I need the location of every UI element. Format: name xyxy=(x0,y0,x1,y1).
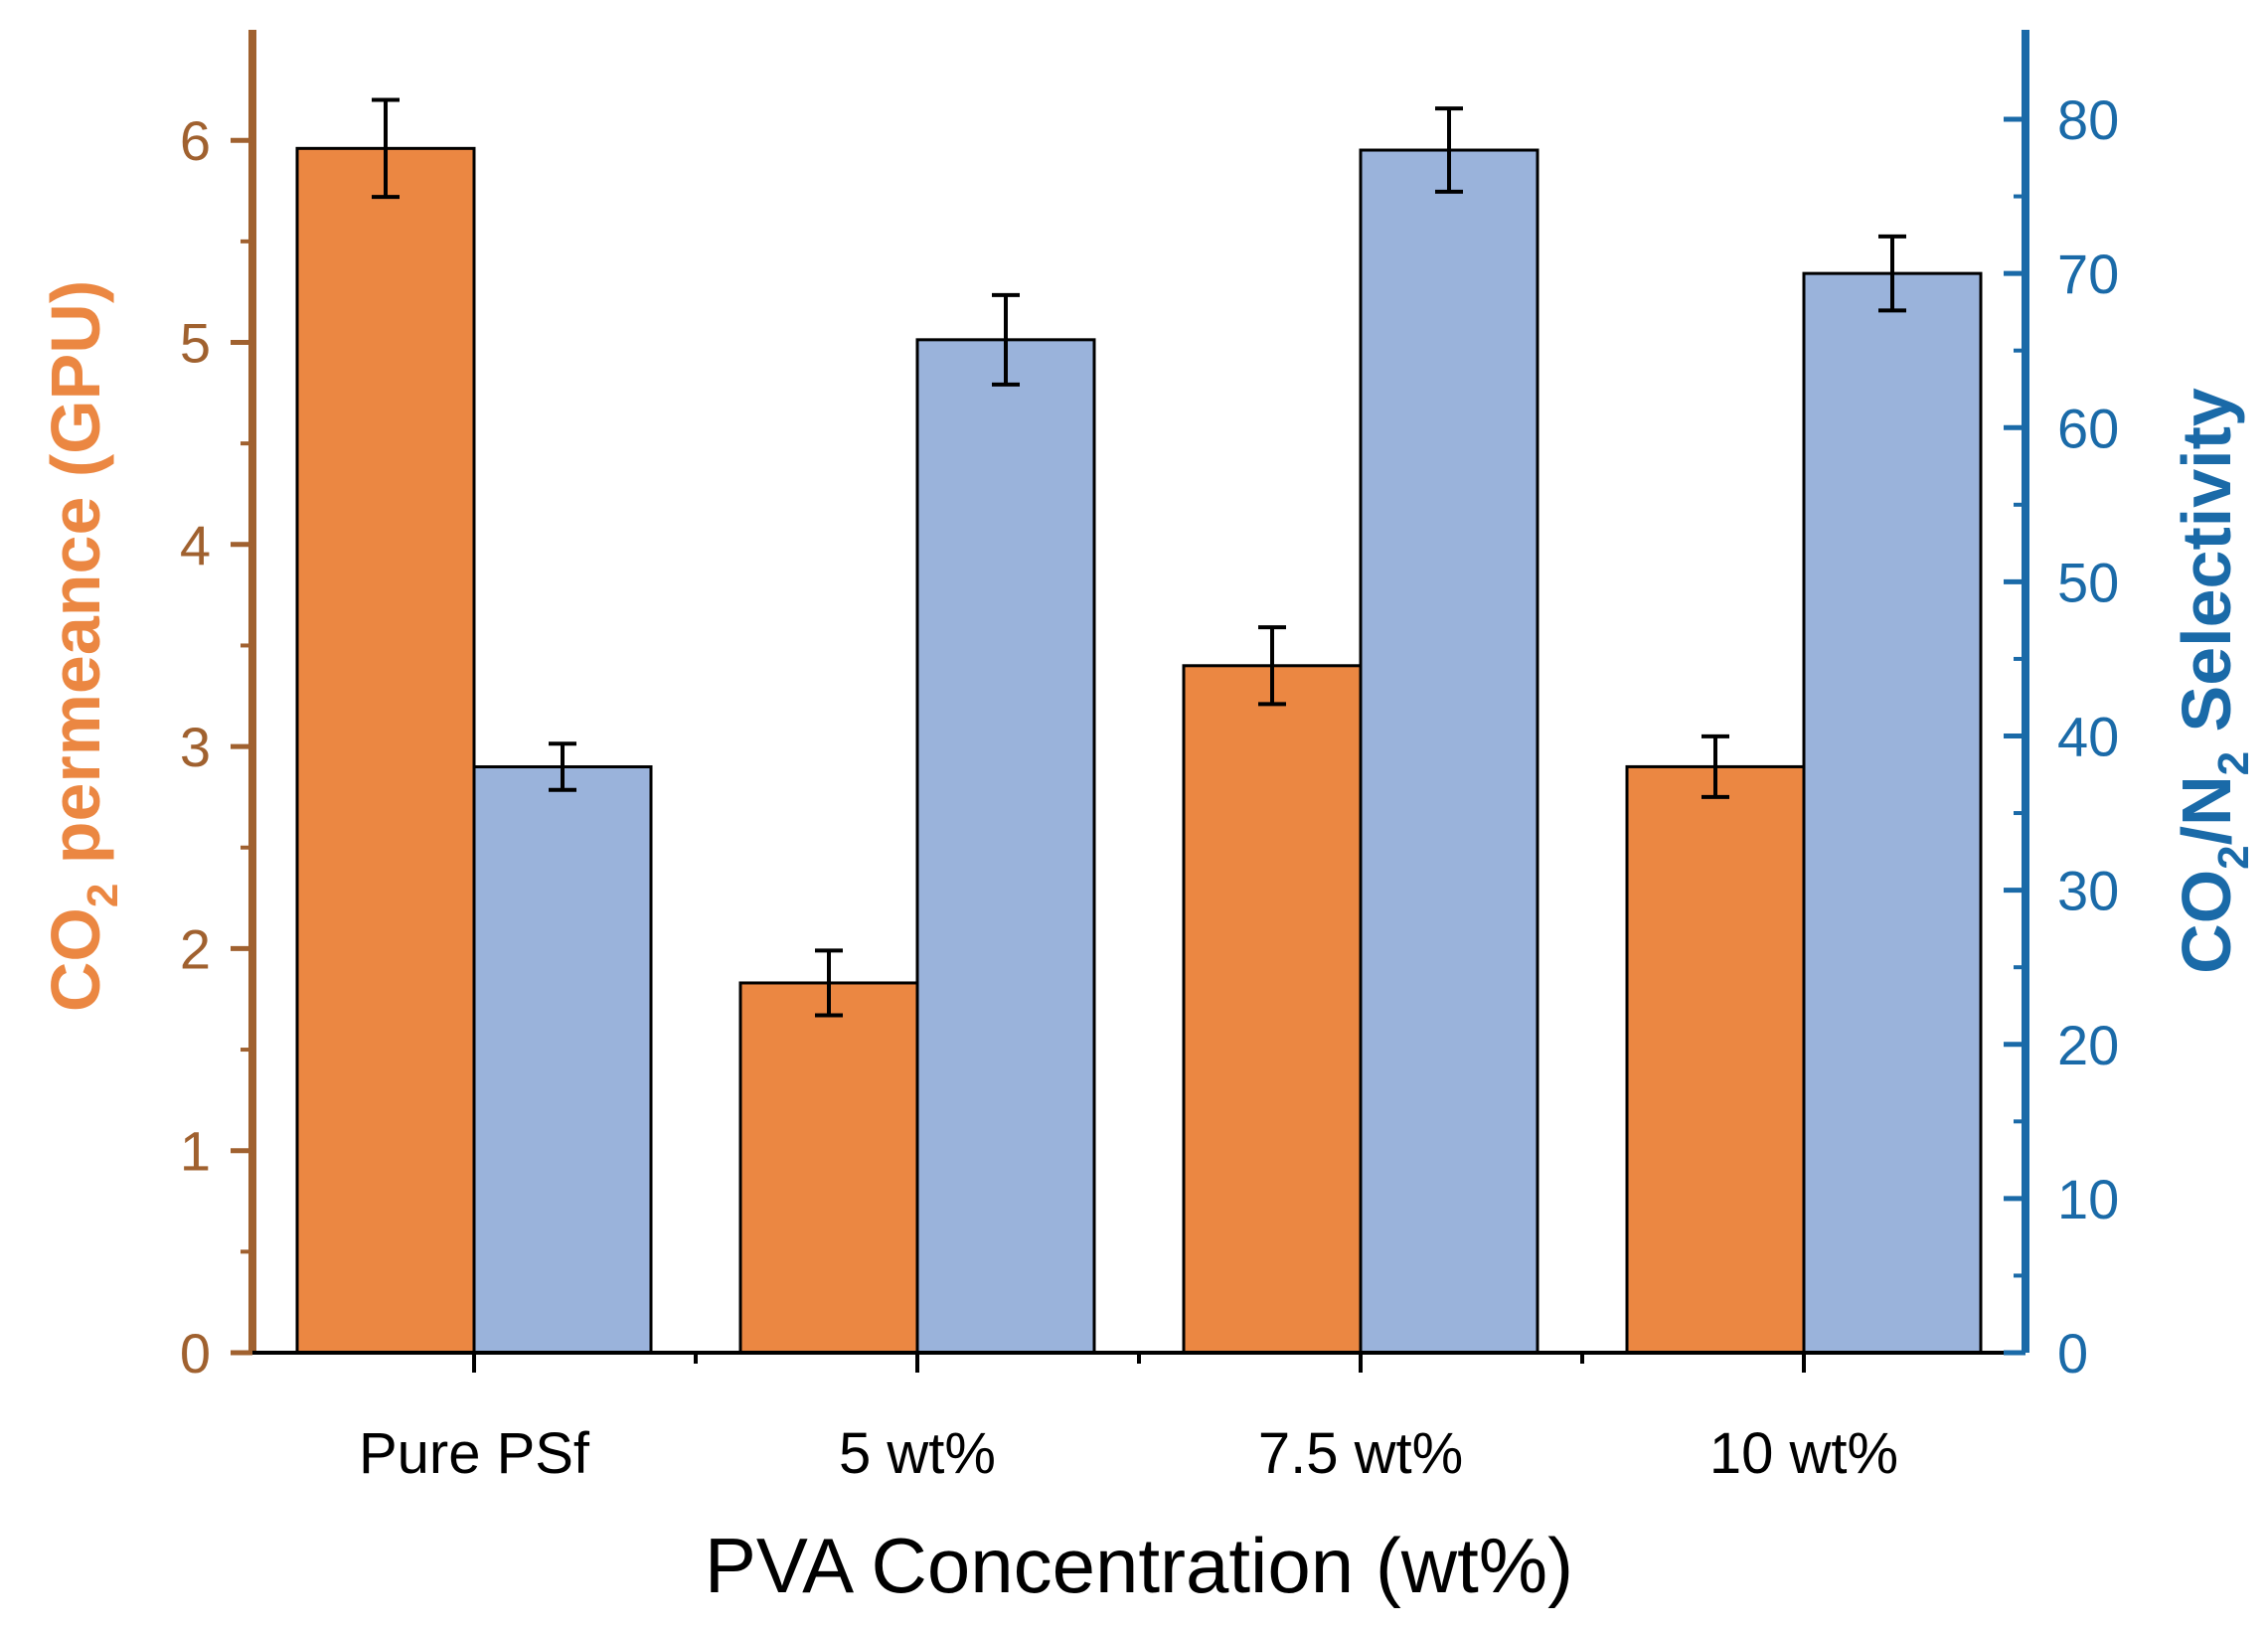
error-bar-selectivity-0 xyxy=(549,741,576,792)
right-axis-title-co: CO xyxy=(2168,870,2245,974)
right-tick-label: 40 xyxy=(2057,706,2119,768)
bar-selectivity-3 xyxy=(1802,271,1983,1355)
category-label: 10 wt% xyxy=(1709,1421,1898,1486)
left-tick-label: 5 xyxy=(180,312,211,375)
right-axis-title-sub1: 2 xyxy=(2209,845,2258,869)
left-axis-title: CO2 permeance (GPU) xyxy=(37,280,127,1012)
left-axis-title-rest: permeance (GPU) xyxy=(37,280,114,884)
left-tick-label: 2 xyxy=(180,917,211,980)
right-tick-label: 60 xyxy=(2057,397,2119,459)
category-label: 5 wt% xyxy=(839,1421,996,1486)
bar-permeance-1 xyxy=(738,981,919,1355)
error-bar-selectivity-2 xyxy=(1435,106,1463,194)
left-tick-label: 0 xyxy=(180,1322,211,1385)
left-tick-label: 3 xyxy=(180,716,211,778)
bar-selectivity-0 xyxy=(472,765,653,1355)
error-bar-selectivity-3 xyxy=(1878,234,1906,313)
right-tick-label: 20 xyxy=(2057,1014,2119,1076)
category-labels: Pure PSf 5 wt% 7.5 wt% 10 wt% xyxy=(359,1421,1898,1486)
bar-selectivity-2 xyxy=(1359,148,1539,1355)
error-bar-permeance-1 xyxy=(815,948,843,1018)
error-bar-permeance-0 xyxy=(372,97,400,200)
x-axis-title: PVA Concentration (wt%) xyxy=(705,1522,1573,1609)
bar-permeance-0 xyxy=(295,146,476,1355)
right-tick-label: 50 xyxy=(2057,551,2119,613)
right-axis-title-rest: Selectivity xyxy=(2168,388,2245,751)
error-bar-permeance-3 xyxy=(1701,734,1729,799)
left-axis-title-sub: 2 xyxy=(79,884,127,907)
right-axis-title-n: /N xyxy=(2168,775,2245,845)
left-axis-ticks: 0 1 2 3 4 5 6 xyxy=(180,109,252,1385)
bar-permeance-3 xyxy=(1625,764,1806,1355)
right-tick-label: 0 xyxy=(2057,1322,2088,1385)
right-axis-ticks: 0 10 20 30 40 50 60 70 80 xyxy=(2004,88,2119,1385)
left-axis-title-co: CO xyxy=(37,907,114,1012)
right-tick-label: 30 xyxy=(2057,860,2119,922)
bar-permeance-2 xyxy=(1182,664,1363,1355)
left-tick-label: 6 xyxy=(180,109,211,172)
category-label: Pure PSf xyxy=(359,1421,590,1486)
right-tick-label: 80 xyxy=(2057,88,2119,151)
error-bar-permeance-2 xyxy=(1258,625,1286,707)
right-tick-label: 10 xyxy=(2057,1168,2119,1230)
left-tick-label: 4 xyxy=(180,514,211,576)
error-bars-group xyxy=(372,97,1906,1018)
left-tick-label: 1 xyxy=(180,1120,211,1183)
error-bar-selectivity-1 xyxy=(992,292,1020,387)
right-axis-title-sub2: 2 xyxy=(2209,751,2258,775)
right-tick-label: 70 xyxy=(2057,243,2119,305)
bar-selectivity-1 xyxy=(915,338,1096,1355)
bars-group xyxy=(295,146,1983,1355)
x-axis-ticks xyxy=(472,1353,1806,1373)
right-axis-title: CO2/N2 Selectivity xyxy=(2168,388,2258,974)
category-label: 7.5 wt% xyxy=(1258,1421,1463,1486)
